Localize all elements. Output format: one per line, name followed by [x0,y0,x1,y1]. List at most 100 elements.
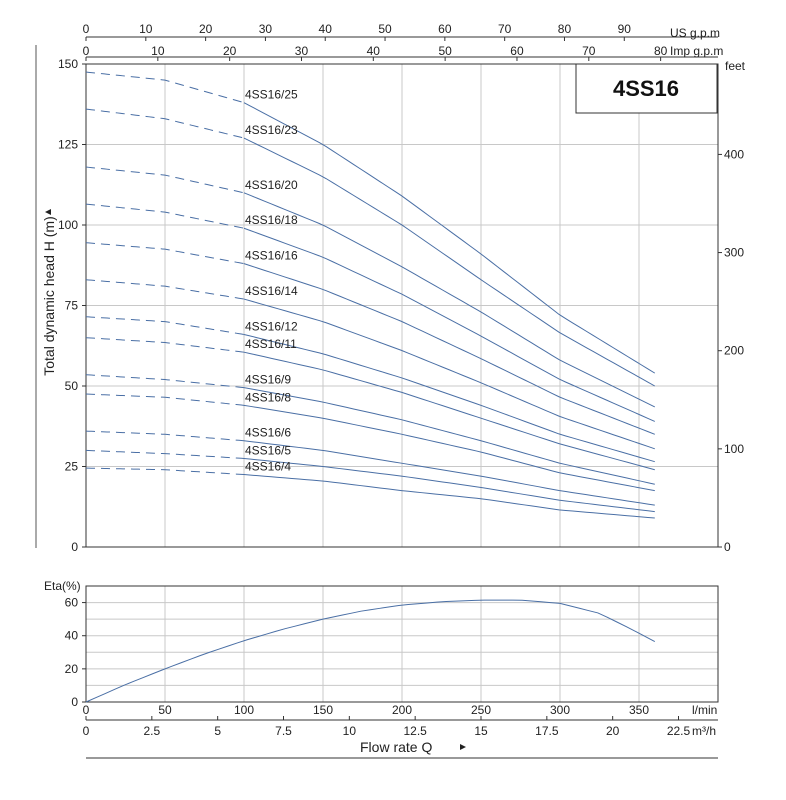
model-label: 4SS16 [613,76,679,101]
lmin-tick-label: 200 [392,703,412,717]
head-tick-label: 50 [65,379,79,393]
model-box [575,63,718,114]
eta-tick-label: 20 [65,662,79,676]
head-tick-label: 25 [65,460,79,474]
series-label: 4SS16/5 [245,443,291,457]
usgpm-tick-label: 70 [498,22,512,36]
head-curve-dashed [85,108,245,139]
head-axis-arrow-icon [45,209,51,215]
impgpm-tick-label: 10 [151,44,165,58]
lmin-unit-label: l/min [692,703,717,717]
m3h-tick-label: 7.5 [275,724,292,738]
series-label: 4SS16/14 [245,284,298,298]
impgpm-tick-label: 50 [438,44,452,58]
usgpm-tick-label: 90 [618,22,632,36]
m3h-tick-label: 5 [214,724,221,738]
head-tick-label: 150 [58,57,78,71]
head-curve-dashed [85,279,245,300]
m3h-tick-label: 2.5 [143,724,160,738]
usgpm-tick-label: 80 [558,22,572,36]
head-tick-label: 0 [71,540,78,554]
usgpm-tick-label: 0 [83,22,90,36]
head-curve-solid [243,387,655,485]
feet-tick-label: 400 [724,147,744,161]
usgpm-tick-label: 30 [259,22,273,36]
series-label: 4SS16/6 [245,426,291,440]
usgpm-tick-label: 40 [319,22,333,36]
eta-tick-label: 40 [65,629,79,643]
series-label: 4SS16/25 [245,88,298,102]
head-curve-solid [243,474,655,519]
flow-axis-title: Flow rate Q [360,739,432,755]
lmin-tick-label: 250 [471,703,491,717]
head-curve-dashed [85,449,245,459]
feet-tick-label: 300 [724,246,744,260]
head-curve-solid [243,137,656,387]
series-label: 4SS16/18 [245,213,298,227]
series-label: 4SS16/4 [245,460,291,474]
series-label: 4SS16/23 [245,123,298,137]
head-curve-solid [243,404,655,492]
eta-plot-frame [85,585,719,703]
m3h-tick-label: 22.5 [667,724,691,738]
m3h-tick-label: 12.5 [403,724,427,738]
head-curve-solid [243,192,656,408]
impgpm-tick-label: 70 [582,44,596,58]
lmin-tick-label: 150 [313,703,333,717]
head-curve-dashed [85,393,245,406]
efficiency-curve [85,599,656,703]
flow-axis-arrow-icon [460,744,466,750]
head-curve-dashed [85,430,245,442]
head-curve-solid [243,263,655,435]
series-label: 4SS16/12 [245,319,298,333]
head-axis-title: Total dynamic head H (m) [41,216,57,376]
head-curve-dashed [85,467,245,476]
usgpm-tick-label: 10 [139,22,153,36]
m3h-tick-label: 17.5 [535,724,559,738]
impgpm-tick-label: 60 [510,44,524,58]
series-label: 4SS16/16 [245,249,298,263]
eta-axis-title: Eta(%) [44,579,81,593]
head-curve-dashed [85,316,245,335]
head-tick-label: 100 [58,218,78,232]
usgpm-tick-label: 20 [199,22,213,36]
m3h-tick-label: 10 [343,724,357,738]
head-curve-solid [243,102,656,374]
impgpm-unit-label: Imp g.p.m [670,44,723,58]
head-tick-label: 125 [58,138,78,152]
feet-tick-label: 100 [724,442,744,456]
m3h-tick-label: 15 [474,724,488,738]
usgpm-tick-label: 60 [438,22,452,36]
series-label: 4SS16/8 [245,390,291,404]
impgpm-tick-label: 0 [83,44,90,58]
series-label: 4SS16/20 [245,178,298,192]
lmin-tick-label: 100 [234,703,254,717]
impgpm-tick-label: 30 [295,44,309,58]
head-curve-solid [243,457,655,513]
head-curve-dashed [85,337,245,353]
head-curve-solid [243,227,656,422]
head-curve-dashed [85,166,245,194]
feet-tick-label: 200 [724,344,744,358]
usgpm-tick-label: 50 [378,22,392,36]
impgpm-tick-label: 40 [367,44,381,58]
m3h-tick-label: 0 [83,724,90,738]
head-tick-label: 75 [65,299,79,313]
m3h-unit-label: m³/h [692,724,716,738]
lmin-tick-label: 50 [158,703,172,717]
head-curve-dashed [85,71,245,104]
m3h-tick-label: 20 [606,724,620,738]
eta-tick-label: 0 [71,695,78,709]
lmin-tick-label: 350 [629,703,649,717]
impgpm-tick-label: 80 [654,44,668,58]
impgpm-tick-label: 20 [223,44,237,58]
feet-axis-title: feet [725,59,746,73]
series-label: 4SS16/9 [245,373,291,387]
series-label: 4SS16/11 [245,337,297,351]
head-curve-dashed [85,203,245,229]
head-curve-solid [243,351,655,471]
usgpm-unit-label: US g.p.m [670,26,720,40]
feet-tick-label: 0 [724,540,731,554]
